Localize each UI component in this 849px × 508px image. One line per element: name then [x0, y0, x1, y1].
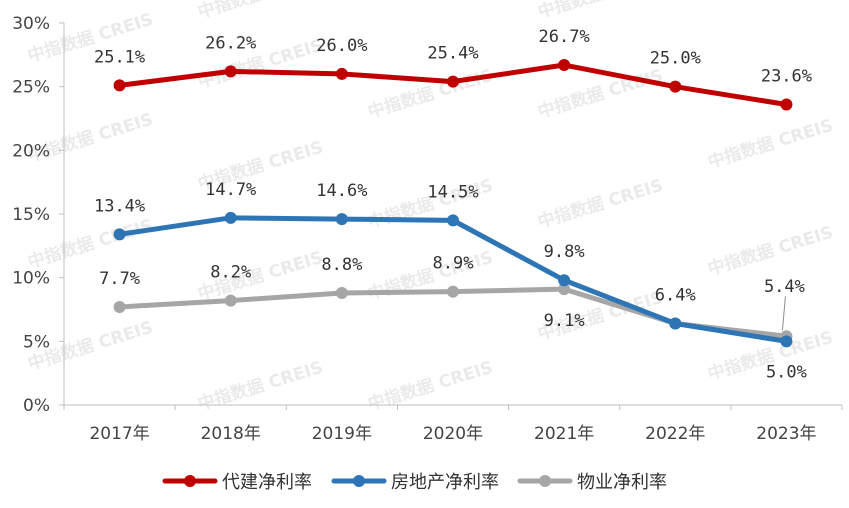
watermark-text: 中指数据 CREIS [535, 0, 665, 23]
x-tick-label: 2023年 [756, 424, 816, 444]
data-label: 8.9% [433, 254, 474, 274]
data-label: 7.7% [99, 269, 140, 289]
data-label: 14.7% [205, 180, 256, 200]
watermark-text: 中指数据 CREIS [195, 357, 325, 415]
watermark-text: 中指数据 CREIS [535, 175, 665, 233]
y-tick-label: 10% [12, 269, 50, 289]
legend-label: 物业净利率 [577, 472, 667, 493]
legend-label: 房地产净利率 [391, 472, 499, 493]
x-tick-label: 2017年 [89, 424, 149, 444]
y-tick-label: 30% [12, 14, 50, 34]
data-point [558, 283, 571, 296]
x-tick-label: 2020年 [423, 424, 483, 444]
data-label: 26.7% [539, 27, 590, 47]
x-tick-label: 2018年 [201, 424, 261, 444]
data-label: 14.5% [427, 182, 478, 202]
data-point [224, 294, 237, 307]
data-label: 8.2% [210, 263, 251, 283]
x-tick-label: 2022年 [645, 424, 705, 444]
watermark-text: 中指数据 CREIS [365, 357, 495, 415]
y-tick-label: 15% [12, 205, 50, 225]
legend: 代建净利率 房地产净利率 物业净利率 [162, 472, 667, 493]
data-label: 14.6% [316, 181, 367, 201]
data-point [113, 79, 126, 92]
data-label: 9.1% [544, 311, 585, 331]
data-point [113, 300, 126, 313]
data-label: 25.1% [94, 47, 145, 67]
label-leader-line [781, 296, 786, 331]
data-point [558, 274, 571, 287]
data-point [447, 214, 459, 227]
y-tick-label: 25% [12, 78, 50, 98]
watermark-text: 中指数据 CREIS [365, 65, 495, 123]
data-point [447, 75, 459, 88]
data-point [780, 335, 793, 348]
series-layer [113, 59, 793, 348]
data-label: 25.4% [427, 44, 478, 64]
data-point [335, 67, 348, 80]
data-label: 5.0% [766, 362, 807, 382]
watermark-text: 中指数据 CREIS [705, 115, 835, 173]
legend-swatch-marker [353, 475, 365, 487]
data-point [669, 317, 682, 330]
data-label: 5.4% [764, 277, 805, 297]
data-label: 26.0% [316, 36, 367, 56]
data-label: 8.8% [321, 255, 362, 275]
data-label: 13.4% [94, 196, 145, 216]
legend-swatch-marker [539, 475, 551, 487]
data-point [224, 211, 237, 224]
data-point [335, 213, 348, 226]
data-point [558, 59, 571, 72]
data-label: 26.2% [205, 33, 256, 53]
data-point [335, 286, 348, 299]
watermark-text: 中指数据 CREIS [365, 247, 495, 305]
watermark-text: 中指数据 CREIS [705, 222, 835, 280]
data-label: 23.6% [761, 66, 812, 86]
data-point [780, 98, 793, 111]
x-tick-label: 2021年 [534, 424, 594, 444]
legend-label: 代建净利率 [222, 472, 312, 493]
data-point [113, 228, 126, 241]
axis-layer: 0% 5% 10% 15% 20% 25% 30% 2017年 2018年 2019年 2020年 2… [12, 14, 843, 444]
data-label: 9.8% [544, 242, 585, 262]
x-tick-label: 2019年 [312, 424, 372, 444]
legend-swatch-marker [184, 475, 196, 487]
watermark-text: 中指数据 CREIS [195, 0, 325, 23]
data-label-layer: 25.1% 26.2% 26.0% 25.4% 26.7% 25.0% 23.6% 13.4%… [94, 27, 812, 382]
data-point [447, 285, 459, 298]
data-point [224, 65, 237, 78]
data-label: 6.4% [655, 286, 696, 306]
data-point [669, 80, 682, 93]
y-tick-label: 0% [23, 396, 50, 416]
y-tick-label: 20% [12, 141, 50, 161]
y-tick-label: 5% [23, 332, 50, 352]
data-label: 25.0% [650, 49, 701, 69]
